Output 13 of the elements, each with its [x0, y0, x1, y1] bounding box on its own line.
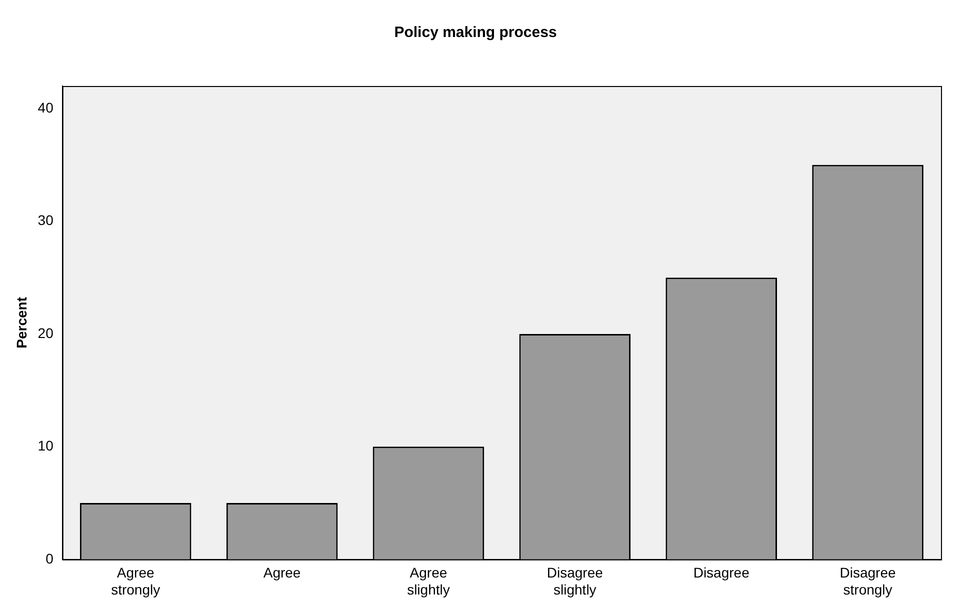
y-tick-label: 40	[38, 99, 54, 116]
x-tick-label: Disagree slightly	[546, 564, 604, 598]
chart-title: Policy making process	[394, 24, 557, 42]
x-tick-label: Disagree strongly	[840, 564, 896, 598]
y-tick-label: 10	[38, 438, 54, 454]
x-tick-label: Agree slightly	[407, 564, 450, 598]
y-axis-title: Percent	[13, 296, 30, 348]
y-tick-label: 0	[46, 550, 54, 566]
x-tick-label: Agree	[263, 564, 301, 581]
x-tick-label: Agree strongly	[111, 564, 160, 598]
x-tick-label: Disagree	[693, 564, 750, 581]
y-tick-label: 30	[38, 212, 54, 228]
y-tick-label: 20	[38, 324, 54, 341]
